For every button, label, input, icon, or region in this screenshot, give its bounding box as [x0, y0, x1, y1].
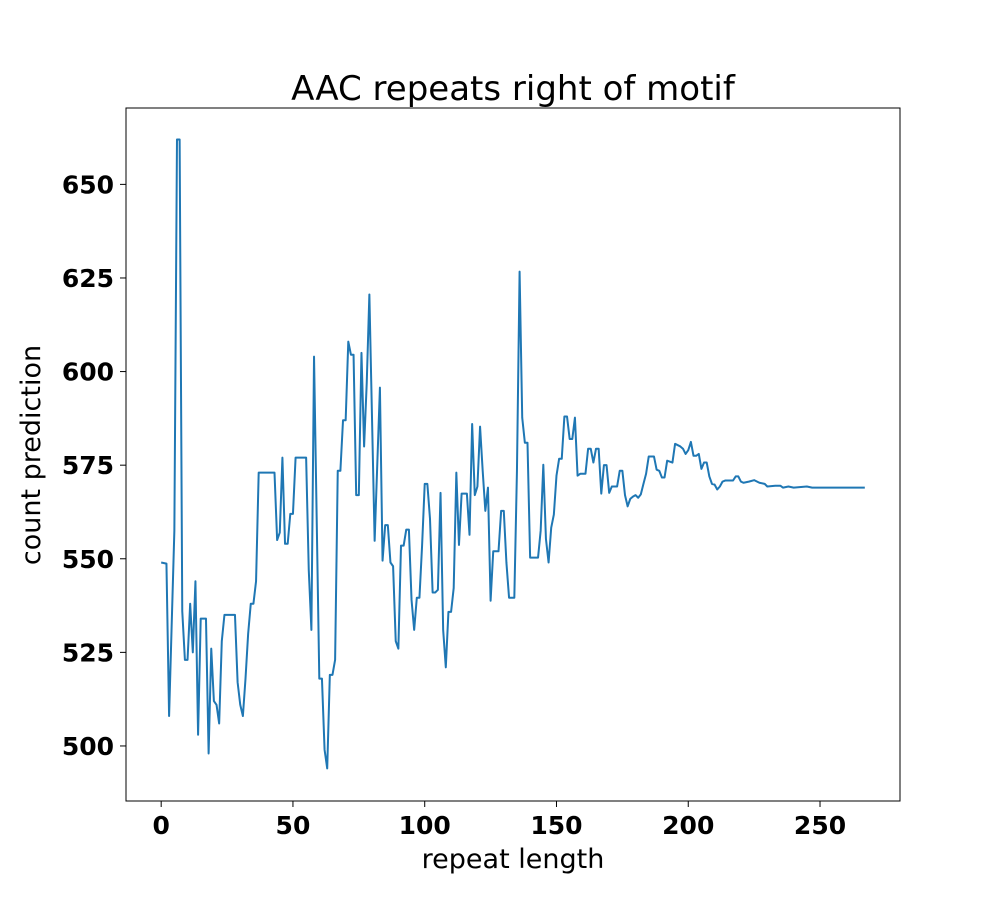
x-tick-label: 150 — [530, 811, 582, 840]
y-axis-label: count prediction — [16, 345, 47, 565]
x-tick-label: 100 — [399, 811, 451, 840]
chart-title: AAC repeats right of motif — [291, 69, 736, 109]
x-tick-label: 0 — [152, 811, 169, 840]
x-axis-label: repeat length — [422, 844, 605, 875]
y-tick-label: 650 — [62, 170, 114, 199]
plot-frame — [125, 107, 901, 802]
y-tick-label: 600 — [62, 358, 114, 387]
y-tick-label: 625 — [62, 264, 114, 293]
y-tick-label: 575 — [62, 451, 114, 480]
x-tick-label: 250 — [794, 811, 846, 840]
data-line — [160, 138, 865, 770]
y-tick-label: 500 — [62, 732, 114, 761]
y-tick-label: 550 — [62, 545, 114, 574]
x-tick-label: 200 — [662, 811, 714, 840]
y-tick-label: 525 — [62, 638, 114, 667]
x-tick-label: 50 — [276, 811, 311, 840]
